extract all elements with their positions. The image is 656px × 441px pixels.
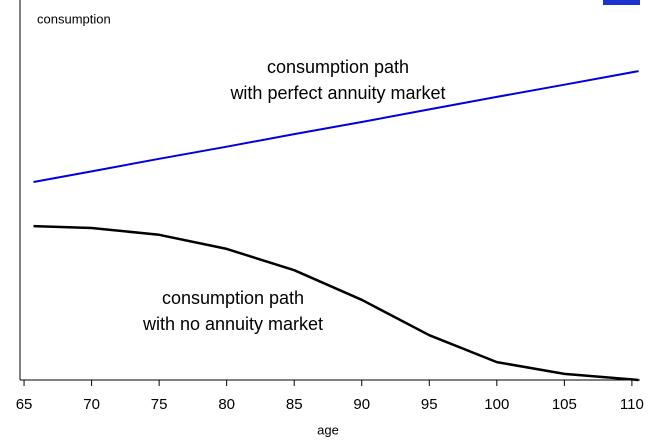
y-axis-label: consumption: [37, 11, 111, 26]
x-tick-label: 110: [620, 396, 644, 413]
annotation: consumption path: [267, 57, 409, 77]
x-tick-label: 80: [218, 396, 235, 413]
x-tick-label: 95: [421, 396, 438, 413]
x-tick-label: 75: [151, 396, 168, 413]
highlight: [603, 0, 640, 5]
x-tick-label: 70: [83, 396, 100, 413]
annotation: with no annuity market: [142, 314, 323, 334]
x-tick-label: 90: [353, 396, 370, 413]
x-tick-label: 85: [286, 396, 303, 413]
series-line: [33, 224, 639, 382]
x-tick-label: 100: [484, 396, 509, 413]
x-axis-label: age: [317, 422, 339, 437]
annotation: with perfect annuity market: [229, 83, 445, 103]
x-tick-label: 105: [552, 396, 577, 413]
series-line: [33, 70, 639, 183]
annotation: consumption path: [162, 288, 304, 308]
x-tick-label: 65: [16, 396, 33, 413]
